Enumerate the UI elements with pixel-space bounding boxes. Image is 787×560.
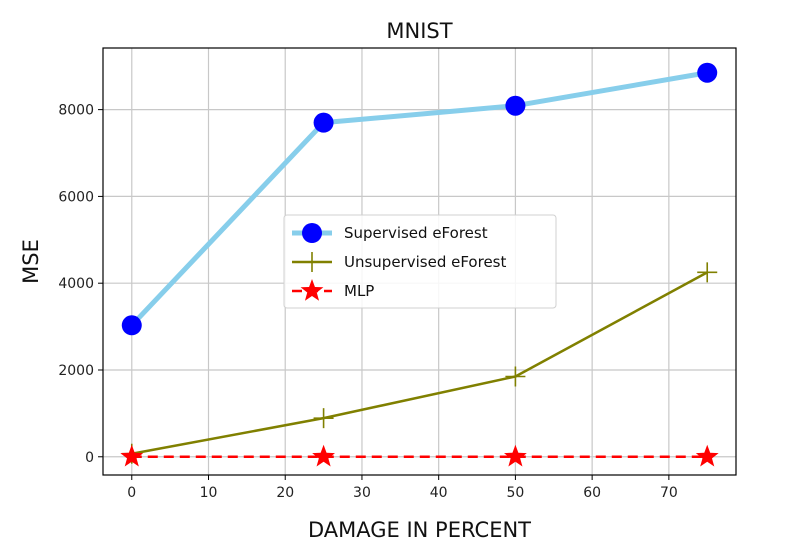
legend-item: Supervised eForest [292,223,488,243]
data-point [313,408,334,429]
x-tick-label: 50 [506,485,524,501]
series-layer [120,62,719,467]
data-point [695,444,719,467]
legend-marker [302,252,322,272]
legend-item: Unsupervised eForest [292,252,506,272]
legend-item: MLP [292,279,374,301]
legend-box [283,214,557,309]
x-tick-label: 40 [430,485,448,501]
x-tick-label: 10 [200,485,218,501]
data-point [120,444,144,467]
y-tick-label: 8000 [58,103,94,119]
data-point [121,315,142,336]
y-tick-label: 6000 [58,189,94,205]
data-point [697,262,718,283]
chart-title: MNIST [386,19,452,43]
series-2 [120,444,719,467]
series-line [129,70,708,328]
x-tick-label: 0 [127,485,136,501]
x-tick-label: 60 [583,485,601,501]
data-point [504,444,527,467]
x-axis-label: DAMAGE IN PERCENT [308,518,531,542]
data-point [312,444,335,467]
legend-label: MLP [344,282,374,300]
legend-label: Supervised eForest [344,224,488,242]
x-tick-label: 30 [353,485,371,501]
legend-marker [300,279,324,301]
data-point [505,366,526,387]
x-tick-label: 70 [660,485,678,501]
y-tick-label: 0 [85,450,94,466]
data-point [697,62,718,83]
legend-marker [302,223,322,243]
data-point [505,95,526,116]
plot-frame [102,47,737,476]
series-0 [121,62,718,336]
legend-label: Unsupervised eForest [344,253,506,271]
series-line [131,271,708,455]
y-tick-label: 2000 [58,363,94,379]
legend: Supervised eForest Unsupervised eForest ML… [283,214,557,309]
y-axis-label: MSE [19,239,43,284]
y-tick-label: 4000 [58,276,94,292]
x-tick-label: 20 [276,485,294,501]
ticks: 0 10 20 30 40 50 60 70 0 2000 4000 6000 8000 [58,103,677,501]
data-point [313,112,334,133]
